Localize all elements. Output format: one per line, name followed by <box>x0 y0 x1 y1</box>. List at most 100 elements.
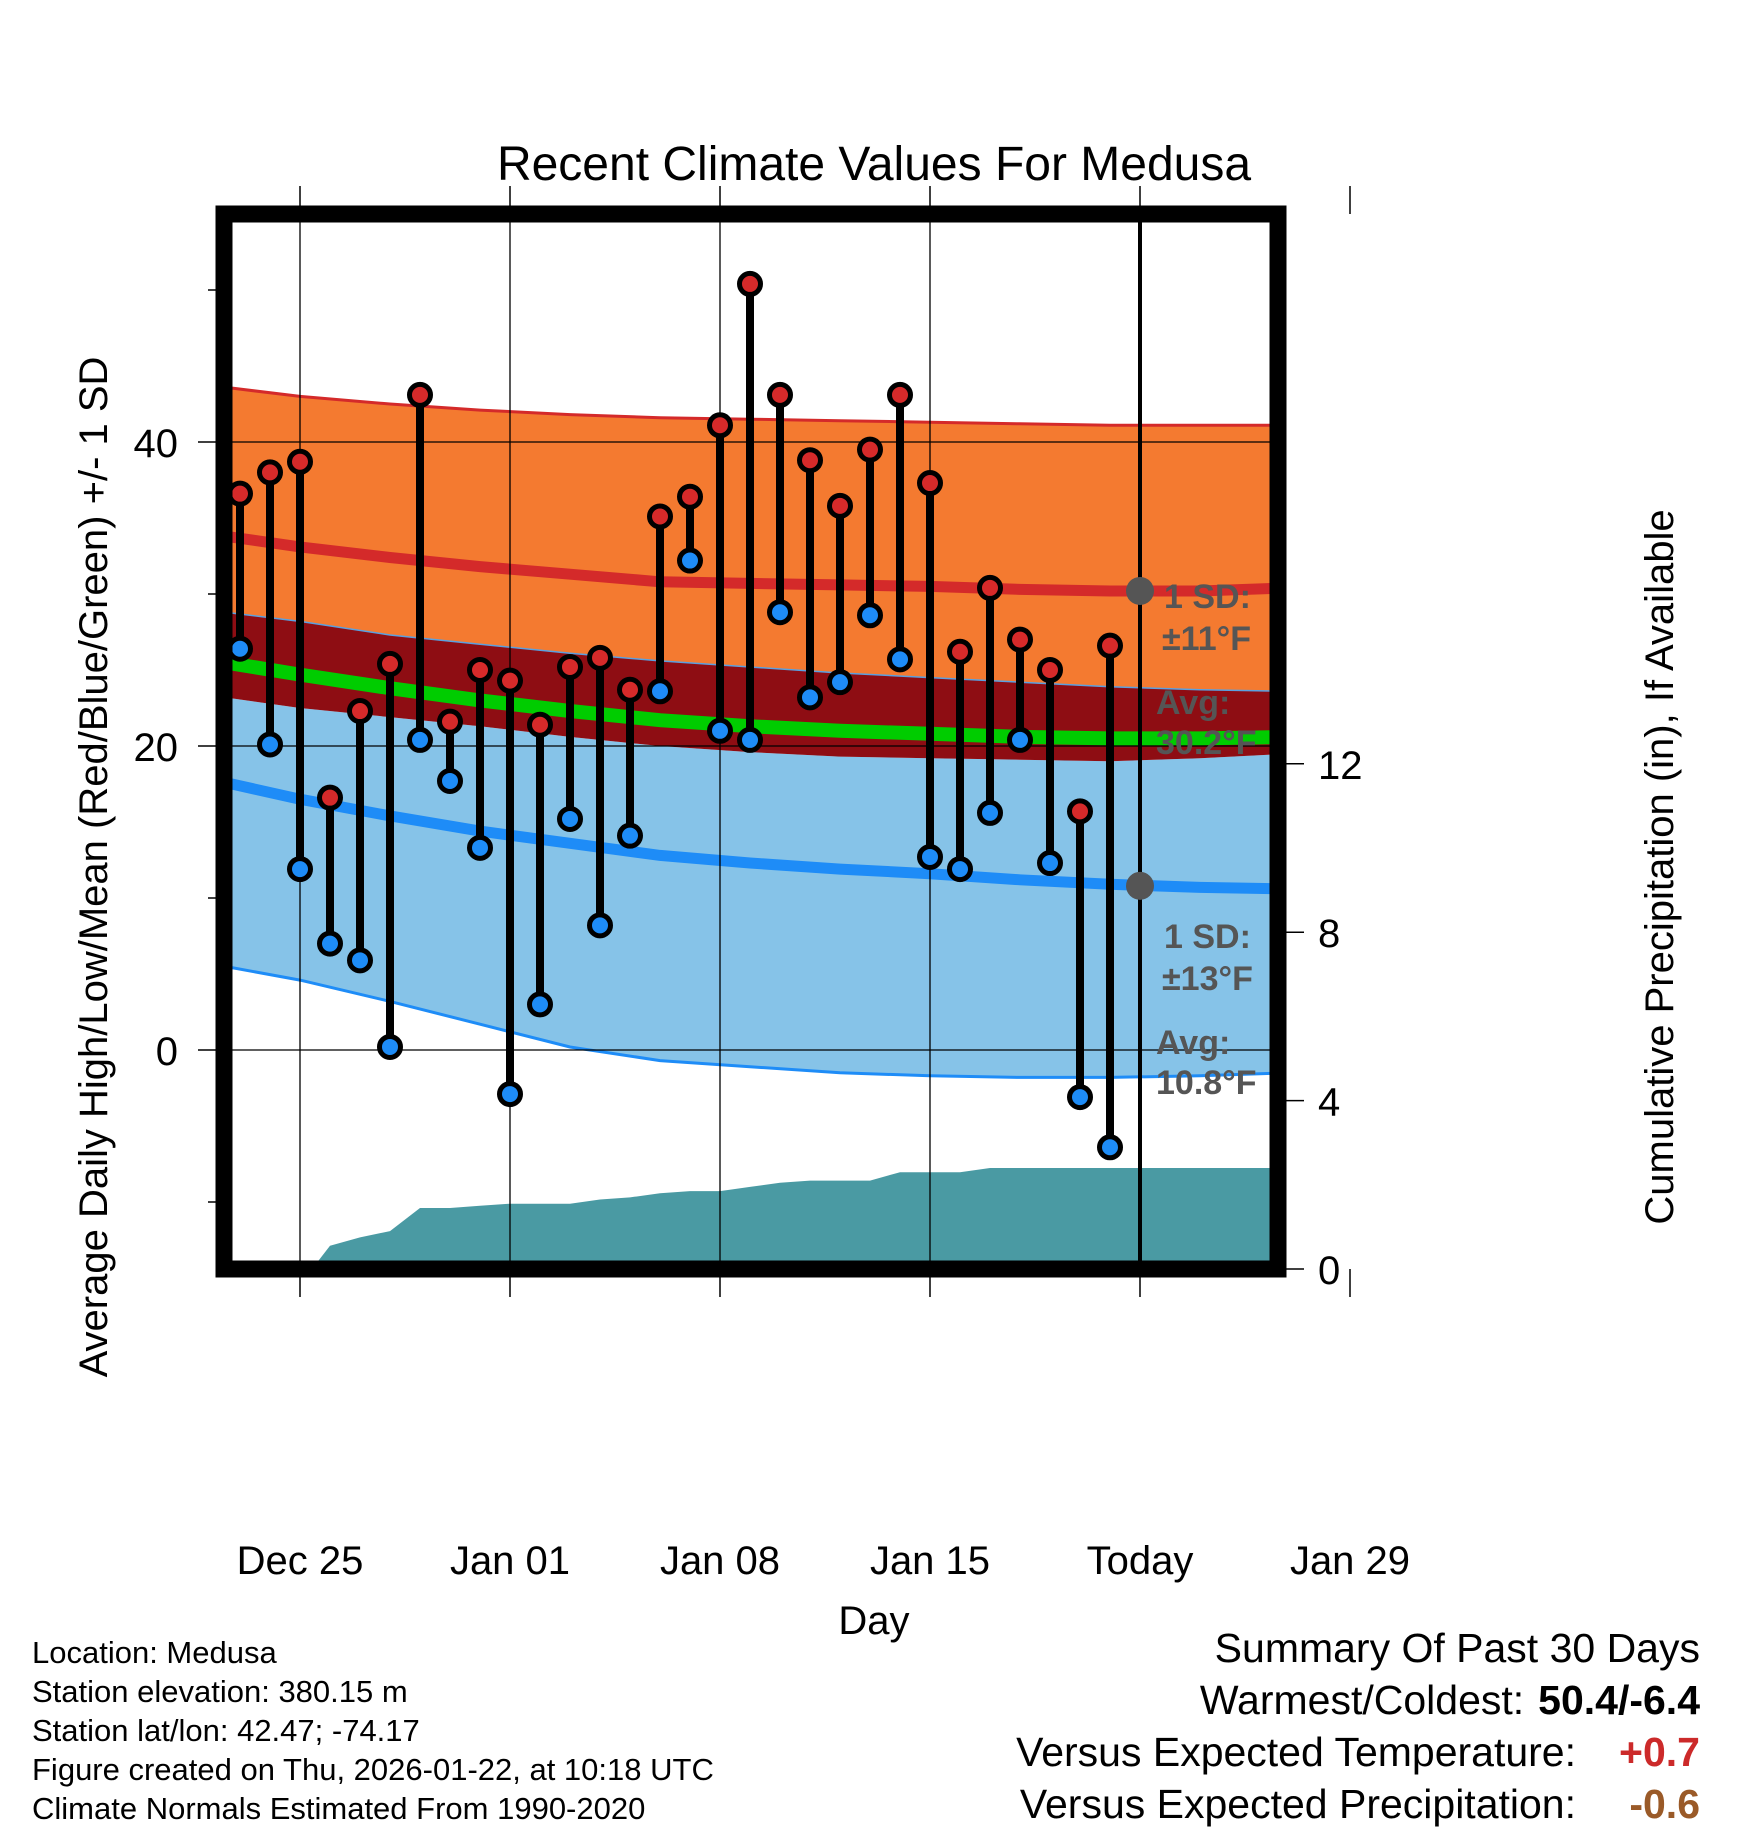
y2-tick-label: 0 <box>1318 1249 1340 1293</box>
daily-high-marker <box>227 480 253 507</box>
daily-high-marker <box>1097 632 1123 659</box>
precip-area <box>224 1168 1278 1269</box>
high-avg-label: Avg: <box>1156 684 1230 722</box>
low-sd-lower-edge <box>224 964 1278 1079</box>
daily-high-marker <box>347 698 373 725</box>
precip-anomaly-label: Versus Expected Precipitation: <box>1019 1781 1576 1827</box>
daily-low-marker <box>887 646 913 673</box>
high-sd-label: 1 SD: <box>1164 578 1251 616</box>
warmest-value: 50.4/-6.4 <box>1538 1677 1700 1723</box>
summary-warmest-row: Warmest/Coldest: 50.4/-6.4 <box>1016 1674 1700 1726</box>
daily-high-marker <box>797 447 823 474</box>
temp-anomaly-label: Versus Expected Temperature: <box>1016 1729 1576 1775</box>
daily-high-marker <box>557 653 583 680</box>
low-avg-label: Avg: <box>1156 1024 1230 1062</box>
x-tick-label: Today <box>1087 1539 1194 1583</box>
daily-high-marker <box>917 470 943 497</box>
daily-low-marker <box>407 726 433 753</box>
daily-high-marker <box>317 784 343 811</box>
x-axis-label: Day <box>838 1599 909 1643</box>
high-sd-value: ±11°F <box>1162 620 1251 658</box>
y-tick-label: 20 <box>134 726 179 770</box>
precip-anomaly-value: -0.6 <box>1629 1781 1700 1827</box>
daily-low-marker <box>797 684 823 711</box>
daily-high-marker <box>857 436 883 463</box>
high-avg-value: 30.2°F <box>1156 724 1257 762</box>
daily-high-marker <box>887 381 913 408</box>
daily-high-marker <box>527 711 553 738</box>
daily-low-marker <box>437 767 463 794</box>
daily-low-marker <box>857 602 883 629</box>
y2-tick-label: 8 <box>1318 912 1340 956</box>
daily-high-marker <box>677 483 703 510</box>
low-sd-band <box>225 697 1278 1078</box>
precip-period-number: 30 <box>1156 1384 1194 1422</box>
low-avg-dot <box>1126 871 1154 900</box>
daily-low-marker <box>317 930 343 957</box>
daily-high-marker <box>827 492 853 519</box>
normal-high-line <box>224 530 1278 597</box>
temp-anomaly-value: +0.7 <box>1619 1729 1700 1775</box>
daily-high-marker <box>737 270 763 297</box>
x-tick-label: Jan 15 <box>870 1539 990 1583</box>
daily-low-marker <box>767 599 793 626</box>
daily-high-marker <box>407 381 433 408</box>
daily-high-marker <box>467 657 493 683</box>
summary-precip-row: Versus Expected Precipitation: -0.6 <box>1016 1778 1700 1830</box>
daily-low-marker <box>677 547 703 574</box>
high-avg-dot <box>1126 576 1154 605</box>
normal-low-line <box>224 777 1278 895</box>
daily-high-marker <box>257 459 283 486</box>
daily-high-marker <box>497 667 523 694</box>
location-text: Location: Medusa <box>32 1635 277 1670</box>
y2-axis-label: Cumulative Precipitation (in), If Availa… <box>1638 509 1682 1224</box>
daily-low-marker <box>587 912 613 939</box>
elevation-text: Station elevation: 380.15 m <box>32 1674 408 1709</box>
normals-period-text: Climate Normals Estimated From 1990-2020 <box>32 1791 646 1826</box>
high-sd-upper-edge <box>224 385 1278 427</box>
daily-high-marker <box>587 644 613 671</box>
daily-high-marker <box>377 650 403 677</box>
daily-low-marker <box>947 856 973 883</box>
warmest-label: Warmest/Coldest: <box>1199 1677 1525 1723</box>
summary-panel: Summary Of Past 30 Days Warmest/Coldest:… <box>1016 1622 1700 1830</box>
y-tick-label: 40 <box>134 422 179 466</box>
daily-low-marker <box>647 678 673 705</box>
plot-frame <box>215 205 1287 1278</box>
daily-low-marker <box>977 799 1003 826</box>
daily-low-marker <box>527 991 553 1018</box>
y-tick-label: 0 <box>156 1030 178 1074</box>
summary-temp-row: Versus Expected Temperature: +0.7 <box>1016 1726 1700 1778</box>
daily-high-marker <box>1037 657 1063 683</box>
daily-high-marker <box>437 708 463 735</box>
chart-title: Recent Climate Values For Medusa <box>497 138 1251 191</box>
x-tick-label: Jan 08 <box>660 1539 780 1583</box>
daily-low-marker <box>497 1081 523 1108</box>
low-sd-value: ±13°F <box>1162 960 1253 998</box>
daily-low-marker <box>227 635 253 662</box>
x-tick-label: Dec 25 <box>237 1539 364 1583</box>
precip-period-unit: Days <box>1156 1425 1237 1463</box>
daily-low-marker <box>1037 850 1063 877</box>
daily-high-marker <box>767 381 793 408</box>
y2-tick-label: 12 <box>1318 744 1363 788</box>
daily-low-marker <box>1007 726 1033 753</box>
low-sd-label: 1 SD: <box>1164 918 1251 956</box>
daily-low-marker <box>707 717 733 744</box>
latlon-text: Station lat/lon: 42.47; -74.17 <box>32 1713 420 1748</box>
y2-tick-label: 4 <box>1318 1081 1340 1125</box>
x-tick-label: Jan 01 <box>450 1539 570 1583</box>
daily-low-marker <box>557 805 583 832</box>
summary-title: Summary Of Past 30 Days <box>1214 1625 1700 1671</box>
high-sd-lower-edge <box>224 611 1278 692</box>
daily-high-marker <box>1067 798 1093 825</box>
daily-high-marker <box>977 574 1003 601</box>
station-metadata: Location: Medusa Station elevation: 380.… <box>32 1633 714 1828</box>
daily-low-marker <box>1067 1084 1093 1111</box>
daily-low-marker <box>1097 1134 1123 1161</box>
daily-low-marker <box>737 726 763 753</box>
daily-low-marker <box>377 1033 403 1060</box>
daily-high-marker <box>707 412 733 439</box>
